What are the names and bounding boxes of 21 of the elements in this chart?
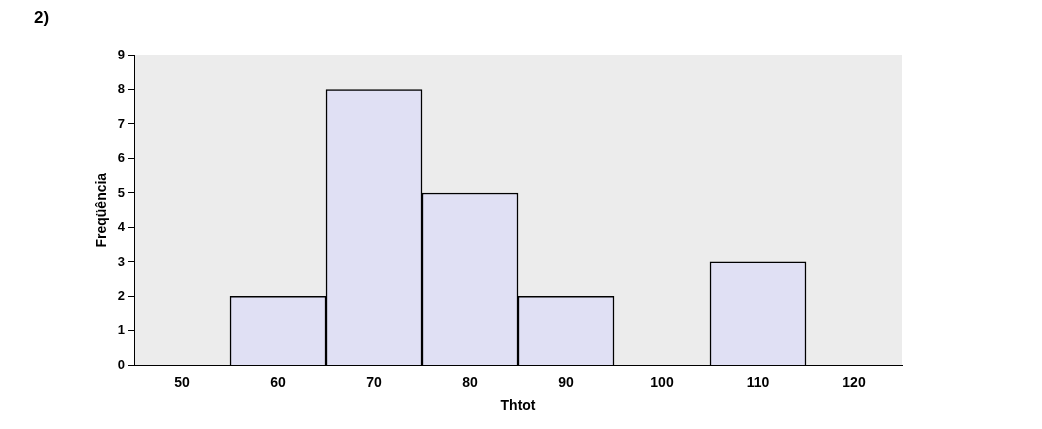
y-axis-title: Freqüência	[93, 172, 110, 248]
y-tick-label: 8	[117, 81, 126, 97]
x-tick-label: 50	[174, 373, 191, 390]
x-tick-label: 70	[366, 373, 383, 390]
chart-title: 2)	[34, 8, 50, 28]
y-tick-label: 6	[117, 150, 126, 166]
y-tick-label: 5	[117, 184, 126, 200]
x-axis-title: Thtot	[500, 397, 536, 414]
x-tick-label: 100	[650, 373, 674, 390]
x-tick-label: 110	[746, 373, 770, 390]
y-tick-label: 7	[117, 115, 126, 131]
y-tick-label: 1	[117, 322, 126, 338]
y-tick-label: 4	[117, 219, 126, 235]
x-tick-label: 80	[462, 373, 479, 390]
y-tick-label: 0	[117, 356, 126, 372]
y-tick-label: 3	[117, 253, 126, 269]
x-tick-label: 120	[842, 373, 866, 390]
y-tick-label: 2	[117, 288, 126, 303]
x-tick-label: 90	[558, 373, 575, 390]
y-tick-label: 9	[117, 46, 126, 62]
x-tick-label: 60	[270, 373, 287, 390]
